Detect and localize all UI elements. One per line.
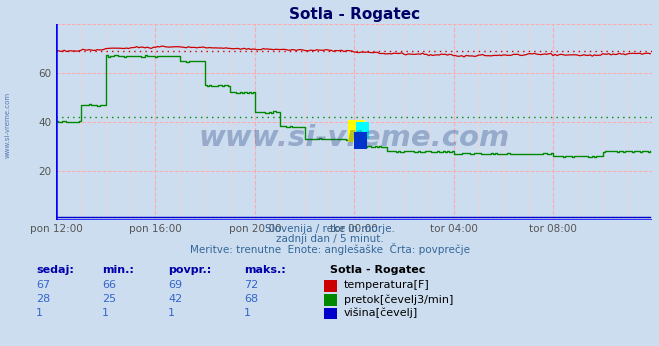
Text: temperatura[F]: temperatura[F] [344,281,430,290]
Text: Meritve: trenutne  Enote: anglešaške  Črta: povprečje: Meritve: trenutne Enote: anglešaške Črta… [190,243,469,255]
Text: 68: 68 [244,294,258,304]
Text: 28: 28 [36,294,51,304]
Text: povpr.:: povpr.: [168,265,212,275]
Text: 1: 1 [244,308,251,318]
Text: 69: 69 [168,281,182,290]
Text: www.si-vreme.com: www.si-vreme.com [5,91,11,158]
Text: Slovenija / reke in morje.: Slovenija / reke in morje. [264,224,395,234]
Text: 66: 66 [102,281,116,290]
Text: pretok[čevelj3/min]: pretok[čevelj3/min] [344,294,453,304]
Text: višina[čevelj]: višina[čevelj] [344,308,418,318]
Bar [354,132,366,149]
Text: 1: 1 [36,308,43,318]
Text: www.si-vreme.com: www.si-vreme.com [198,124,510,152]
Text: sedaj:: sedaj: [36,265,74,275]
Bar [357,122,368,139]
Text: min.:: min.: [102,265,134,275]
Text: 1: 1 [168,308,175,318]
Bar [348,119,364,142]
Text: 67: 67 [36,281,50,290]
Text: 25: 25 [102,294,116,304]
Title: Sotla - Rogatec: Sotla - Rogatec [289,7,420,22]
Text: 72: 72 [244,281,258,290]
Text: zadnji dan / 5 minut.: zadnji dan / 5 minut. [275,234,384,244]
Text: maks.:: maks.: [244,265,285,275]
Text: 1: 1 [102,308,109,318]
Text: 42: 42 [168,294,183,304]
Text: Sotla - Rogatec: Sotla - Rogatec [330,265,425,275]
